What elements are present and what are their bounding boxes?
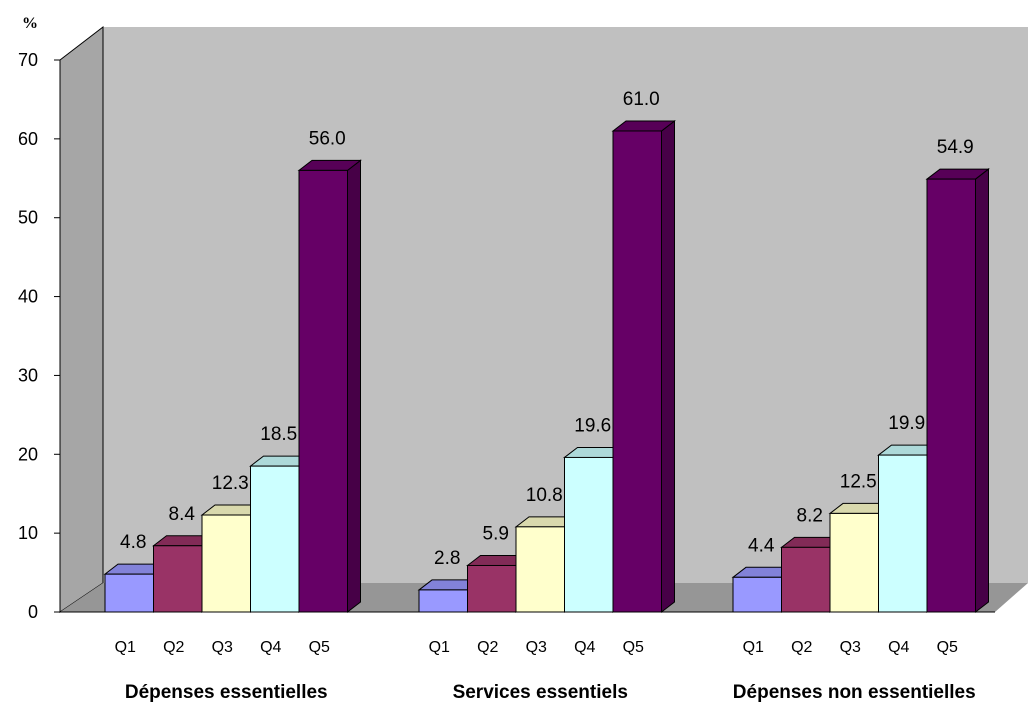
y-tick-label: 30 [18, 365, 38, 385]
group-label: Dépenses non essentielles [733, 682, 976, 703]
y-tick-label: 50 [18, 208, 38, 228]
bar-value-label: 8.2 [797, 505, 823, 526]
bar [201, 514, 251, 613]
bar-side [975, 168, 989, 614]
y-unit-label: % [22, 15, 38, 32]
y-tick-label: 70 [18, 50, 38, 70]
bar-value-label: 56.0 [309, 128, 346, 149]
x-tick-label: Q5 [937, 639, 958, 656]
bar-value-label: 54.9 [937, 137, 974, 158]
y-tick-label: 0 [28, 602, 38, 622]
y-axis-ticks: 0 10 20 30 40 50 60 70 [18, 50, 60, 622]
bar [732, 576, 782, 613]
bar [564, 456, 614, 613]
y-tick-label: 20 [18, 444, 38, 464]
x-tick-label: Q3 [212, 639, 233, 656]
bar [467, 564, 517, 613]
x-tick-label: Q3 [526, 639, 547, 656]
x-tick-label: Q5 [623, 639, 644, 656]
bar [250, 465, 300, 613]
bar [153, 545, 203, 613]
bar [926, 178, 976, 613]
bar [612, 130, 662, 613]
x-tick-label: Q4 [888, 639, 909, 656]
x-tick-label: Q2 [477, 639, 498, 656]
bar-value-label: 61.0 [623, 89, 660, 110]
x-tick-label: Q5 [309, 639, 330, 656]
plot-left-wall [59, 25, 104, 613]
bar [298, 169, 348, 613]
x-tick-label: Q1 [743, 639, 764, 656]
x-tick-label: Q4 [260, 639, 281, 656]
bar-value-label: 2.8 [434, 548, 460, 569]
group-label: Dépenses essentielles [125, 682, 328, 703]
x-tick-label: Q4 [574, 639, 595, 656]
bar-value-label: 12.3 [212, 473, 249, 494]
bar-value-label: 19.6 [574, 415, 611, 436]
bar-value-label: 18.5 [260, 424, 297, 445]
x-tick-label: Q2 [163, 639, 184, 656]
bar-value-label: 10.8 [526, 485, 563, 506]
bar [829, 512, 879, 613]
x-tick-label: Q1 [115, 639, 136, 656]
y-tick-label: 40 [18, 287, 38, 307]
x-tick-label: Q3 [840, 639, 861, 656]
bar-value-label: 8.4 [169, 504, 196, 525]
x-tick-label: Q1 [429, 639, 450, 656]
labels-layer: 4.8 Q1 8.4 Q2 12.3 Q3 18.5 Q4 56.0 Q5 Dépenses ess… [115, 89, 976, 703]
y-tick-label: 10 [18, 523, 38, 543]
bar-value-label: 4.4 [748, 535, 775, 556]
bar [781, 546, 831, 613]
bar [878, 454, 928, 613]
bar-side [661, 119, 675, 614]
bar-value-label: 19.9 [888, 413, 925, 434]
bar-side [347, 159, 361, 614]
bar [515, 526, 565, 613]
bars-layer [103, 119, 990, 614]
y-tick-label: 60 [18, 129, 38, 149]
bar-value-label: 4.8 [120, 532, 146, 553]
x-tick-label: Q2 [791, 639, 812, 656]
bar-value-label: 5.9 [483, 523, 509, 544]
bar [104, 573, 154, 613]
bar-value-label: 12.5 [840, 471, 877, 492]
bar [418, 589, 468, 613]
group-label: Services essentiels [453, 682, 628, 703]
